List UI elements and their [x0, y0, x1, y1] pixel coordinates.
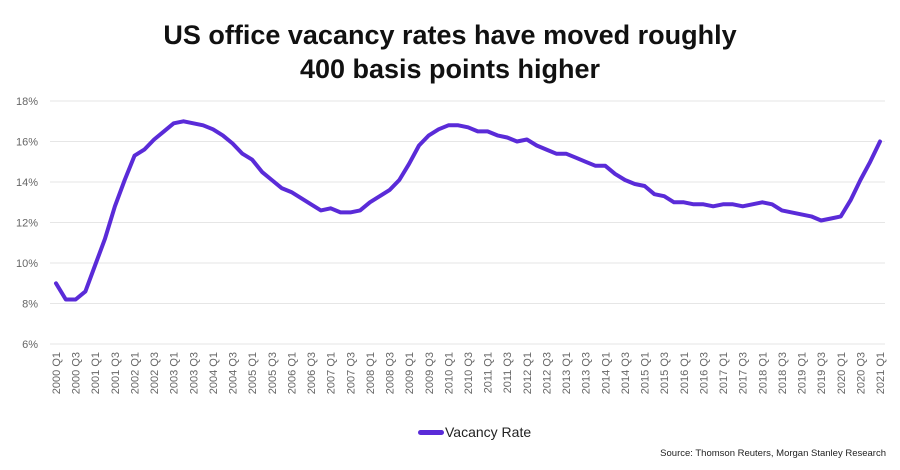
x-tick-label: 2000 Q1	[51, 352, 63, 394]
x-tick-label: 2000 Q3	[71, 352, 83, 394]
x-tick-label: 2014 Q3	[620, 352, 632, 394]
x-tick-label: 2019 Q3	[816, 352, 828, 394]
x-tick-label: 2013 Q1	[561, 352, 573, 394]
vacancy-rate-line	[54, 119, 882, 302]
x-tick-label: 2012 Q1	[522, 352, 534, 394]
y-tick-label: 6%	[22, 339, 38, 351]
y-tick-label: 14%	[16, 177, 38, 189]
y-tick-label: 18%	[16, 96, 38, 108]
legend-label: Vacancy Rate	[445, 424, 532, 440]
x-tick-label: 2002 Q3	[149, 352, 161, 394]
x-tick-label: 2018 Q1	[757, 352, 769, 394]
x-tick-label: 2014 Q1	[600, 352, 612, 394]
x-tick-label: 2001 Q3	[110, 352, 122, 394]
y-tick-label: 16%	[16, 137, 38, 149]
x-tick-label: 2019 Q1	[797, 352, 809, 394]
x-tick-label: 2020 Q3	[855, 352, 867, 394]
x-tick-label: 2017 Q1	[718, 352, 730, 394]
x-tick-label: 2005 Q1	[247, 352, 259, 394]
chart-title-line-2: 400 basis points higher	[299, 54, 601, 84]
x-tick-label: 2008 Q3	[385, 352, 397, 394]
x-tick-label: 2003 Q1	[169, 352, 181, 394]
x-tick-label: 2021 Q1	[875, 352, 887, 394]
x-tick-label: 2004 Q1	[208, 352, 220, 394]
x-tick-label: 2016 Q1	[679, 352, 691, 394]
x-tick-label: 2006 Q3	[306, 352, 318, 394]
x-tick-label: 2015 Q3	[659, 352, 671, 394]
x-tick-label: 2013 Q3	[581, 352, 593, 394]
source-note: Source: Thomson Reuters, Morgan Stanley …	[660, 448, 886, 459]
x-tick-label: 2007 Q1	[326, 352, 338, 394]
y-tick-label: 12%	[16, 218, 38, 230]
x-tick-label: 2015 Q1	[640, 352, 652, 394]
x-tick-label: 2005 Q3	[267, 352, 279, 394]
x-tick-label: 2017 Q3	[738, 352, 750, 394]
legend: Vacancy Rate	[418, 424, 531, 440]
chart-title: US office vacancy rates have moved rough…	[0, 18, 900, 86]
x-tick-label: 2001 Q1	[90, 352, 102, 394]
x-tick-label: 2008 Q1	[365, 352, 377, 394]
x-tick-label: 2004 Q3	[228, 352, 240, 394]
x-tick-label: 2012 Q3	[541, 352, 553, 394]
legend-swatch	[418, 429, 444, 435]
x-tick-label: 2016 Q3	[698, 352, 710, 394]
y-tick-label: 10%	[16, 258, 38, 270]
x-tick-label: 2009 Q3	[424, 352, 436, 394]
x-tick-label: 2009 Q1	[404, 352, 416, 394]
x-tick-label: 2011 Q1	[483, 352, 495, 393]
x-tick-label: 2018 Q3	[777, 352, 789, 394]
x-tick-label: 2006 Q1	[286, 352, 298, 394]
x-tick-label: 2007 Q3	[345, 352, 357, 394]
x-tick-label: 2010 Q1	[443, 352, 455, 394]
x-tick-label: 2002 Q1	[129, 352, 141, 394]
x-tick-label: 2010 Q3	[463, 352, 475, 394]
x-tick-label: 2020 Q1	[836, 352, 848, 394]
chart-title-line-1: US office vacancy rates have moved rough…	[163, 20, 737, 50]
x-tick-label: 2003 Q3	[188, 352, 200, 394]
y-tick-label: 8%	[22, 299, 38, 311]
x-tick-label: 2011 Q3	[502, 352, 514, 393]
